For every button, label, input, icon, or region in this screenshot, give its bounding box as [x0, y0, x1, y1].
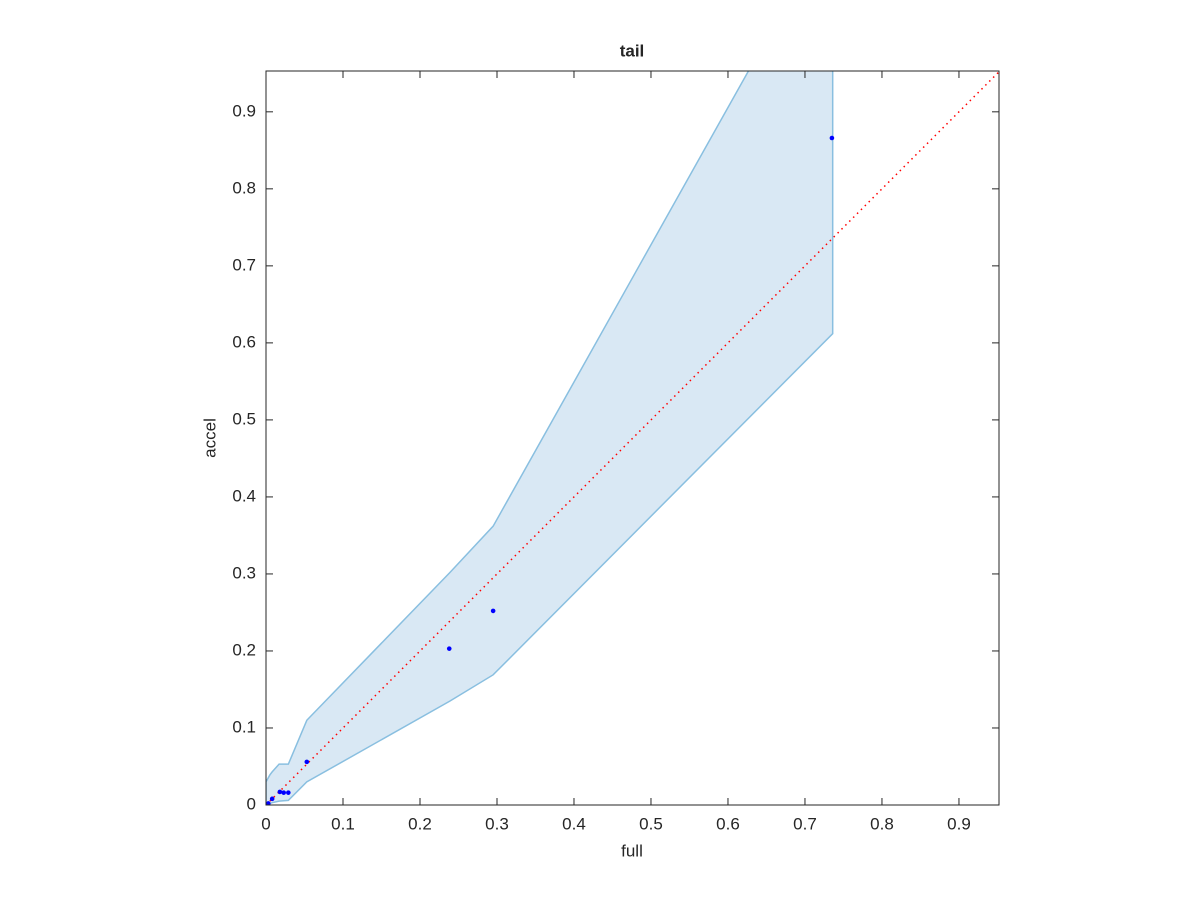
x-tick-label: 0 [261, 814, 270, 833]
y-tick-label: 0.7 [232, 255, 256, 274]
data-point [490, 608, 496, 614]
chart-title: tail [620, 41, 645, 60]
y-tick-label: 0.4 [232, 486, 256, 505]
y-axis-label: accel [200, 418, 219, 458]
axes-box [265, 70, 1000, 806]
y-tick-label: 0.5 [232, 409, 256, 428]
reference-line [266, 71, 999, 805]
x-tick-label: 0.9 [947, 814, 971, 833]
y-tick-label: 0.3 [232, 563, 256, 582]
data-point [277, 789, 283, 795]
data-point [286, 790, 291, 795]
y-tick-label: 0.1 [232, 717, 256, 736]
x-tick-label: 0.1 [331, 814, 355, 833]
data-point [446, 646, 452, 651]
confidence-band [266, 71, 834, 805]
x-axis-label: full [621, 841, 643, 860]
data-point [269, 796, 275, 802]
y-tick-label: 0.6 [232, 332, 256, 351]
plot-area [266, 71, 999, 805]
y-tick-label: 0.8 [232, 178, 256, 197]
x-tick-label: 0.4 [562, 814, 586, 833]
data-point [281, 790, 287, 795]
data-point [829, 135, 835, 141]
y-tick-label: 0.2 [232, 640, 256, 659]
x-tick-label: 0.7 [793, 814, 817, 833]
x-tick-label: 0.3 [485, 814, 509, 833]
data-point [304, 759, 310, 765]
x-tick-label: 0.5 [639, 814, 663, 833]
y-tick-label: 0.9 [232, 101, 256, 120]
data-point [266, 801, 271, 805]
y-tick-label: 0 [247, 794, 256, 813]
x-tick-label: 0.2 [408, 814, 432, 833]
x-tick-label: 0.6 [716, 814, 740, 833]
x-tick-label: 0.8 [870, 814, 894, 833]
